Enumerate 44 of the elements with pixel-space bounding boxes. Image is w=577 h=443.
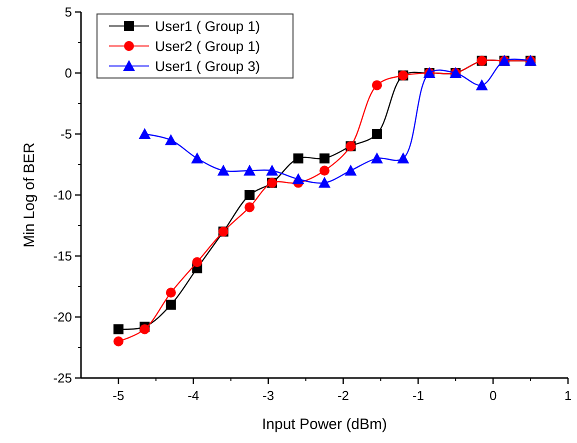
point	[320, 166, 330, 176]
point	[318, 176, 330, 188]
legend-label: User2 ( Group 1)	[155, 38, 260, 54]
point	[476, 79, 488, 90]
point	[192, 257, 202, 268]
point	[344, 164, 357, 176]
point	[164, 134, 177, 146]
point	[166, 300, 176, 310]
legend-label: User1 ( Group 3)	[155, 58, 260, 74]
point	[244, 202, 255, 212]
point	[266, 164, 278, 176]
y-tick-label: 5	[64, 4, 72, 20]
point	[191, 152, 204, 164]
point	[397, 152, 410, 164]
point	[372, 80, 382, 90]
y-tick-label: -10	[53, 188, 72, 202]
y-tick-label: -25	[53, 370, 72, 386]
point	[320, 153, 330, 164]
point	[113, 336, 124, 346]
point	[293, 153, 304, 164]
point	[244, 164, 256, 176]
y-axis-title: Min Log of BER	[21, 142, 38, 248]
x-axis-title: Input Power (dBm)	[262, 416, 388, 433]
point	[138, 128, 151, 139]
x-tick-label: -4	[188, 388, 200, 403]
point	[113, 324, 124, 334]
point	[217, 164, 230, 176]
point	[370, 152, 383, 164]
x-tick-label: -3	[262, 388, 274, 403]
x-tick-label: 1	[564, 388, 572, 403]
x-tick-label: -5	[112, 388, 124, 403]
x-tick-label: -1	[412, 388, 424, 403]
y-tick-label: -5	[60, 126, 72, 142]
y-tick-label: 0	[64, 66, 72, 80]
point	[372, 129, 382, 139]
x-tick-label: 0	[489, 388, 497, 403]
point	[244, 190, 255, 200]
x-tick-label: -2	[337, 388, 350, 403]
y-tick-label: -20	[53, 310, 72, 324]
point	[292, 173, 304, 184]
y-tick-label: -15	[53, 248, 72, 264]
legend-label: User1 ( Group 1)	[155, 18, 260, 34]
point	[140, 324, 150, 334]
point	[166, 288, 176, 298]
